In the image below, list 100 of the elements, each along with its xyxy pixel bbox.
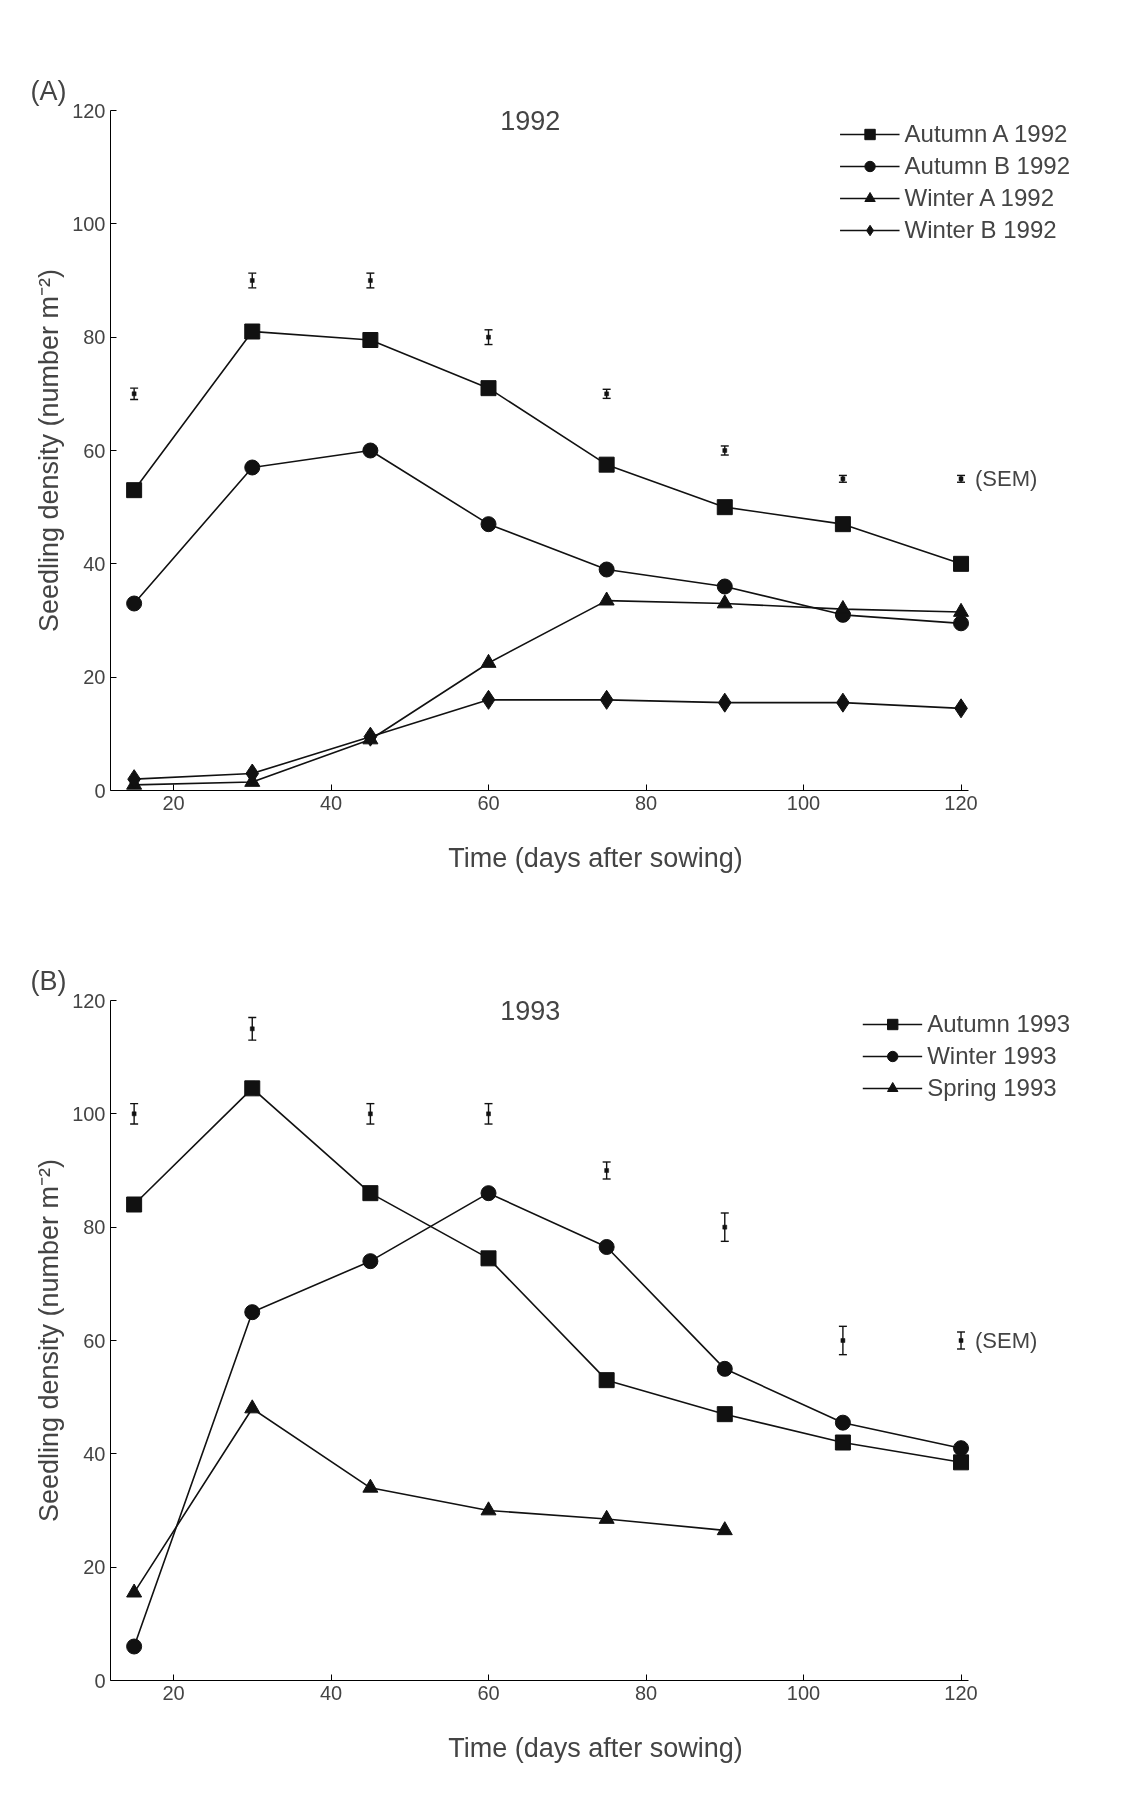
x-tick-label: 120 [944, 1681, 978, 1704]
point [953, 602, 970, 617]
point [834, 600, 851, 614]
point [716, 1360, 733, 1377]
point [368, 1111, 373, 1117]
point [244, 1304, 261, 1321]
point [486, 1111, 491, 1117]
x-axis-title: Time (days after sowing) [448, 842, 743, 873]
x-tick-label: 100 [786, 1681, 821, 1704]
point [126, 595, 143, 612]
point [598, 1509, 615, 1524]
point [250, 278, 255, 283]
y-tick-label: 60 [83, 439, 106, 462]
point [953, 555, 970, 572]
point [598, 456, 615, 473]
point [599, 689, 614, 710]
point [598, 591, 615, 606]
point [362, 1478, 379, 1493]
point [126, 1638, 143, 1655]
point [953, 1454, 970, 1471]
point [834, 1414, 851, 1431]
point [363, 726, 378, 747]
point [958, 1338, 964, 1343]
chart-title: 1993 [500, 995, 561, 1026]
point [716, 1521, 733, 1536]
point [362, 1253, 379, 1270]
point [834, 1434, 851, 1451]
point [131, 1111, 137, 1117]
point [840, 1338, 846, 1343]
x-tick-label: 80 [634, 791, 658, 814]
point [480, 516, 497, 533]
legend-label: Winter 1993 [927, 1042, 1057, 1070]
y-tick-label: 80 [83, 1216, 106, 1239]
point [604, 1168, 609, 1173]
point [362, 1185, 379, 1202]
point [480, 1250, 497, 1267]
y-tick-label: 120 [72, 99, 106, 122]
point [244, 459, 261, 476]
legend-label: Winter A 1992 [904, 184, 1054, 212]
point [716, 578, 733, 595]
point [486, 334, 491, 340]
point [362, 332, 379, 348]
y-tick-label: 80 [83, 326, 106, 349]
point [480, 653, 497, 668]
point [598, 1372, 615, 1389]
annotation: (SEM) [975, 1328, 1038, 1353]
point [834, 516, 851, 533]
y-tick-label: 0 [94, 779, 106, 802]
legend-label: Autumn A 1992 [904, 120, 1068, 148]
y-tick-label: 60 [83, 1329, 106, 1352]
x-tick-label: 40 [319, 1681, 343, 1704]
x-tick-label: 100 [786, 791, 821, 814]
point [244, 1080, 261, 1097]
y-tick-label: 40 [83, 1442, 106, 1465]
y-tick-label: 100 [72, 212, 106, 235]
point [480, 1185, 497, 1202]
legend-label: Spring 1993 [927, 1074, 1057, 1102]
x-tick-label: 40 [319, 791, 343, 814]
y-tick-label: 20 [83, 1556, 106, 1579]
point [716, 499, 733, 516]
legend-label: Autumn B 1992 [904, 152, 1070, 180]
point [598, 1239, 615, 1255]
x-tick-label: 60 [477, 1681, 500, 1704]
y-axis-title: Seedling density (number m⁻²) [34, 1158, 65, 1523]
point [953, 1440, 970, 1457]
point [126, 1583, 143, 1598]
point [722, 1224, 728, 1230]
point [244, 1399, 261, 1414]
point [717, 692, 732, 713]
legend-label: Winter B 1992 [904, 216, 1057, 244]
point [480, 380, 497, 397]
point [481, 689, 496, 710]
chart-title: 1992 [500, 105, 561, 136]
y-tick-label: 40 [83, 552, 106, 575]
y-tick-label: 120 [72, 989, 106, 1012]
point [368, 278, 373, 283]
point [250, 1026, 255, 1032]
x-tick-label: 20 [162, 1681, 185, 1704]
y-axis-title: Seedling density (number m⁻²) [34, 268, 65, 633]
legend-label: Autumn 1993 [927, 1010, 1070, 1038]
point [598, 561, 615, 578]
point [716, 1406, 733, 1423]
point [716, 594, 733, 609]
x-tick-label: 60 [477, 791, 500, 814]
point [126, 482, 143, 499]
point [953, 615, 970, 632]
point [131, 391, 137, 397]
text: (B) [30, 965, 67, 996]
point [480, 1501, 497, 1516]
point [244, 323, 261, 340]
x-tick-label: 120 [944, 791, 978, 814]
y-tick-label: 100 [72, 1102, 106, 1125]
y-tick-label: 0 [94, 1669, 106, 1692]
x-tick-label: 80 [634, 1681, 658, 1704]
x-tick-label: 20 [162, 791, 185, 814]
text: (A) [30, 75, 67, 106]
y-tick-label: 20 [83, 666, 106, 689]
annotation: (SEM) [975, 466, 1038, 492]
point [362, 442, 379, 459]
x-axis-title: Time (days after sowing) [448, 1732, 743, 1763]
